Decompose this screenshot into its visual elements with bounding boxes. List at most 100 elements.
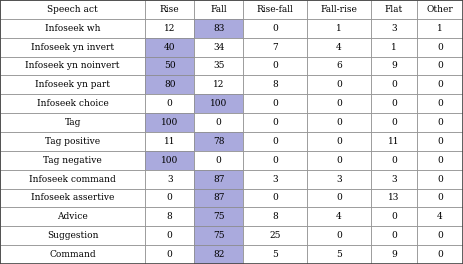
Bar [417, 94, 463, 113]
Text: 0: 0 [437, 137, 443, 146]
Bar [417, 38, 463, 56]
Text: Infoseek choice: Infoseek choice [37, 99, 108, 108]
Bar [145, 113, 194, 132]
Bar [307, 56, 371, 76]
Bar [371, 76, 417, 94]
Bar [194, 132, 243, 151]
Bar [145, 151, 194, 170]
Text: Fall-rise: Fall-rise [320, 5, 357, 14]
Text: 0: 0 [272, 194, 278, 202]
Text: 0: 0 [272, 156, 278, 165]
Text: 0: 0 [167, 194, 173, 202]
Text: 83: 83 [213, 24, 225, 33]
Bar [0, 113, 145, 132]
Text: 0: 0 [167, 250, 173, 259]
Bar [371, 38, 417, 56]
Text: 0: 0 [167, 231, 173, 240]
Text: Advice: Advice [57, 212, 88, 221]
Bar [243, 113, 307, 132]
Text: 0: 0 [216, 156, 222, 165]
Text: 5: 5 [336, 250, 342, 259]
Text: Tag negative: Tag negative [43, 156, 102, 165]
Text: 0: 0 [391, 80, 397, 89]
Text: 0: 0 [272, 62, 278, 70]
Text: 3: 3 [336, 175, 342, 184]
Bar [371, 170, 417, 188]
Bar [243, 56, 307, 76]
Bar [307, 0, 371, 19]
Text: 8: 8 [272, 212, 278, 221]
Bar [243, 132, 307, 151]
Text: 3: 3 [272, 175, 278, 184]
Bar [145, 76, 194, 94]
Text: 0: 0 [391, 156, 397, 165]
Bar [145, 94, 194, 113]
Bar [0, 170, 145, 188]
Text: 0: 0 [336, 118, 342, 127]
Bar [417, 208, 463, 226]
Bar [194, 94, 243, 113]
Text: 0: 0 [437, 231, 443, 240]
Bar [243, 208, 307, 226]
Text: 0: 0 [437, 80, 443, 89]
Text: 0: 0 [437, 194, 443, 202]
Bar [145, 56, 194, 76]
Text: Tag: Tag [64, 118, 81, 127]
Bar [243, 94, 307, 113]
Bar [417, 245, 463, 264]
Bar [194, 76, 243, 94]
Text: 8: 8 [272, 80, 278, 89]
Text: 1: 1 [336, 24, 342, 33]
Bar [194, 113, 243, 132]
Bar [307, 151, 371, 170]
Text: 3: 3 [167, 175, 173, 184]
Text: 82: 82 [213, 250, 225, 259]
Text: 1: 1 [437, 24, 443, 33]
Text: 11: 11 [164, 137, 175, 146]
Bar [243, 0, 307, 19]
Bar [194, 19, 243, 38]
Bar [417, 132, 463, 151]
Bar [145, 132, 194, 151]
Text: 4: 4 [336, 43, 342, 52]
Bar [194, 38, 243, 56]
Bar [145, 226, 194, 245]
Bar [194, 245, 243, 264]
Bar [0, 76, 145, 94]
Text: 9: 9 [391, 250, 397, 259]
Bar [417, 56, 463, 76]
Bar [0, 208, 145, 226]
Bar [194, 170, 243, 188]
Text: 7: 7 [272, 43, 278, 52]
Text: 0: 0 [336, 231, 342, 240]
Bar [0, 94, 145, 113]
Text: 0: 0 [437, 250, 443, 259]
Text: Infoseek command: Infoseek command [29, 175, 116, 184]
Text: 0: 0 [336, 194, 342, 202]
Text: 87: 87 [213, 194, 225, 202]
Bar [243, 226, 307, 245]
Text: 0: 0 [272, 24, 278, 33]
Text: Other: Other [426, 5, 453, 14]
Bar [371, 56, 417, 76]
Bar [417, 19, 463, 38]
Text: 5: 5 [272, 250, 278, 259]
Text: 0: 0 [272, 137, 278, 146]
Text: 6: 6 [336, 62, 342, 70]
Text: 0: 0 [336, 137, 342, 146]
Bar [0, 0, 145, 19]
Bar [371, 208, 417, 226]
Text: Flat: Flat [385, 5, 403, 14]
Text: Infoseek yn invert: Infoseek yn invert [31, 43, 114, 52]
Text: Infoseek yn part: Infoseek yn part [35, 80, 110, 89]
Bar [194, 151, 243, 170]
Text: Tag positive: Tag positive [45, 137, 100, 146]
Text: 78: 78 [213, 137, 225, 146]
Text: 0: 0 [437, 156, 443, 165]
Bar [371, 94, 417, 113]
Text: Rise: Rise [160, 5, 180, 14]
Bar [371, 188, 417, 208]
Bar [0, 132, 145, 151]
Text: 1: 1 [391, 43, 397, 52]
Bar [417, 151, 463, 170]
